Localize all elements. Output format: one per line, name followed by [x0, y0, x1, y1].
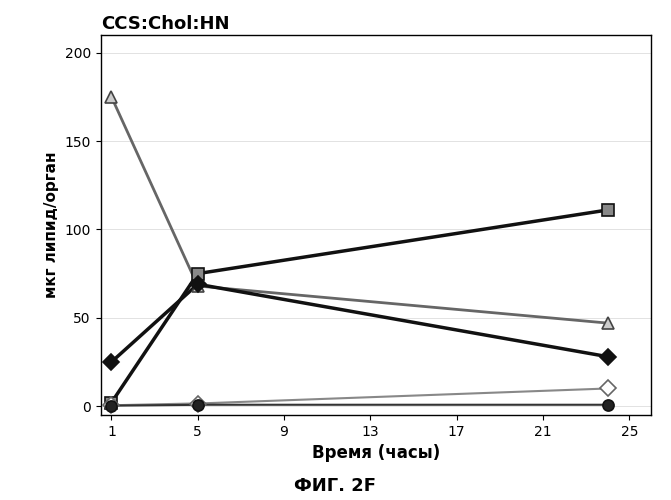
Y-axis label: мкг липид/орган: мкг липид/орган — [44, 152, 59, 298]
Text: ФИГ. 2F: ФИГ. 2F — [295, 477, 376, 495]
X-axis label: Время (часы): Время (часы) — [311, 444, 440, 462]
Text: CCS:Chol:HN: CCS:Chol:HN — [101, 16, 229, 34]
